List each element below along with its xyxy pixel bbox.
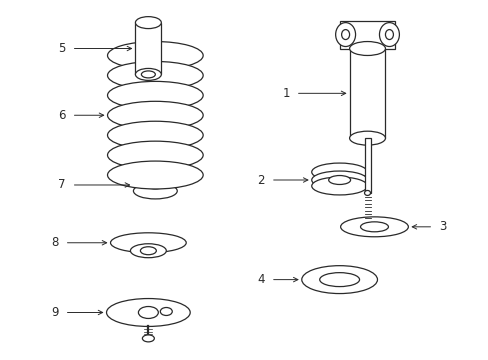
Text: 1: 1	[282, 87, 289, 100]
Ellipse shape	[133, 169, 177, 185]
Ellipse shape	[107, 161, 203, 189]
Text: 6: 6	[58, 109, 65, 122]
Ellipse shape	[160, 307, 172, 315]
Ellipse shape	[311, 171, 367, 189]
Ellipse shape	[135, 17, 161, 28]
Ellipse shape	[360, 222, 387, 232]
Ellipse shape	[341, 30, 349, 40]
Ellipse shape	[106, 298, 190, 327]
Text: 2: 2	[257, 174, 264, 186]
Ellipse shape	[133, 177, 177, 193]
Ellipse shape	[385, 30, 393, 40]
Text: 3: 3	[438, 220, 446, 233]
Ellipse shape	[349, 41, 385, 55]
Text: 8: 8	[51, 236, 59, 249]
Text: 4: 4	[257, 273, 264, 286]
Ellipse shape	[138, 306, 158, 319]
Ellipse shape	[364, 190, 370, 195]
Bar	[349, 49, 385, 138]
Bar	[339, 21, 395, 49]
Ellipse shape	[319, 273, 359, 287]
Ellipse shape	[107, 62, 203, 89]
Ellipse shape	[328, 176, 350, 184]
Ellipse shape	[110, 233, 186, 253]
Ellipse shape	[107, 101, 203, 129]
Bar	[135, 23, 161, 75]
Ellipse shape	[107, 81, 203, 109]
Ellipse shape	[335, 23, 355, 46]
Ellipse shape	[130, 244, 166, 258]
Ellipse shape	[311, 163, 367, 181]
Ellipse shape	[146, 181, 164, 189]
Ellipse shape	[141, 71, 155, 78]
Ellipse shape	[107, 141, 203, 169]
Ellipse shape	[311, 177, 367, 195]
Ellipse shape	[107, 121, 203, 149]
Ellipse shape	[379, 23, 399, 46]
Ellipse shape	[349, 131, 385, 145]
Ellipse shape	[301, 266, 377, 293]
Text: 5: 5	[58, 42, 65, 55]
Ellipse shape	[142, 335, 154, 342]
Ellipse shape	[133, 183, 177, 199]
Ellipse shape	[135, 68, 161, 80]
Ellipse shape	[140, 247, 156, 255]
Text: 7: 7	[58, 179, 65, 192]
Ellipse shape	[107, 41, 203, 69]
Ellipse shape	[340, 217, 407, 237]
Bar	[364, 138, 370, 193]
Text: 9: 9	[51, 306, 59, 319]
